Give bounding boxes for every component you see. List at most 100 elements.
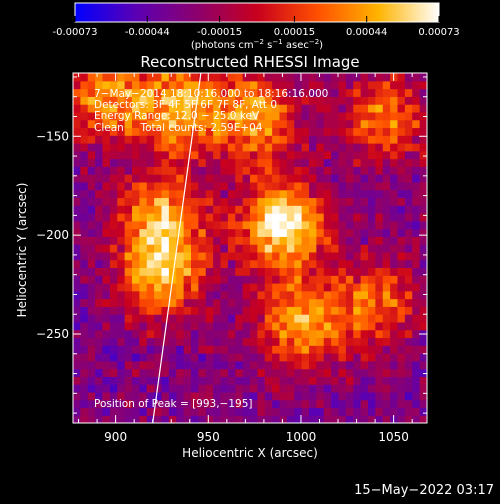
heatmap-pixel (412, 228, 421, 237)
heatmap-pixel (375, 391, 384, 401)
heatmap-pixel (397, 259, 406, 269)
heatmap-pixel (316, 127, 325, 136)
heatmap-pixel (301, 384, 310, 393)
heatmap-pixel (191, 290, 199, 300)
heatmap-pixel (220, 228, 229, 237)
heatmap-pixel (139, 104, 148, 113)
heatmap-pixel (80, 259, 89, 269)
heatmap-pixel (109, 384, 118, 393)
heatmap-pixel (345, 353, 354, 362)
heatmap-pixel (264, 306, 273, 315)
heatmap-pixel (382, 96, 391, 105)
heatmap-pixel (286, 259, 295, 269)
heatmap-pixel (338, 283, 347, 292)
heatmap-pixel (316, 290, 325, 300)
heatmap-pixel (176, 174, 185, 183)
heatmap-pixel (132, 345, 140, 354)
heatmap-pixel (286, 174, 295, 183)
heatmap-pixel (213, 399, 222, 409)
heatmap-pixel (368, 236, 376, 245)
heatmap-pixel (316, 251, 325, 261)
heatmap-pixel (309, 228, 317, 237)
heatmap-pixel (124, 399, 133, 409)
heatmap-pixel (353, 213, 362, 222)
heatmap-pixel (102, 104, 111, 113)
heatmap-pixel (264, 391, 273, 401)
heatmap-pixel (412, 368, 421, 377)
heatmap-pixel (316, 267, 325, 276)
heatmap-pixel (382, 329, 391, 339)
heatmap-pixel (264, 298, 273, 307)
heatmap-pixel (242, 143, 251, 152)
heatmap-pixel (404, 329, 413, 339)
heatmap-pixel (205, 251, 214, 261)
heatmap-pixel (198, 353, 207, 362)
heatmap-pixel (191, 220, 199, 230)
chart-title: Reconstructed RHESSI Image (140, 53, 359, 71)
heatmap-pixel (235, 158, 244, 167)
heatmap-pixel (412, 119, 421, 129)
heatmap-pixel (353, 353, 362, 362)
heatmap-pixel (323, 384, 332, 393)
heatmap-pixel (102, 158, 111, 167)
heatmap-pixel (191, 329, 199, 339)
heatmap-pixel (183, 415, 192, 423)
heatmap-pixel (286, 345, 295, 354)
heatmap-pixel (198, 236, 207, 245)
heatmap-pixel (146, 158, 155, 167)
heatmap-pixel (95, 73, 104, 82)
heatmap-pixel (87, 213, 96, 222)
heatmap-pixel (220, 174, 229, 183)
heatmap-pixel (294, 259, 303, 269)
heatmap-pixel (404, 119, 413, 129)
heatmap-pixel (382, 399, 391, 409)
heatmap-pixel (80, 213, 89, 222)
heatmap-pixel (183, 337, 192, 346)
heatmap-pixel (242, 236, 251, 245)
heatmap-pixel (286, 158, 295, 167)
annotation-peak-position: Position of Peak = [993,−195] (94, 398, 253, 410)
heatmap-pixel (87, 73, 96, 82)
heatmap-pixel (227, 111, 236, 121)
heatmap-pixel (213, 111, 222, 121)
heatmap-pixel (419, 306, 427, 315)
heatmap-pixel (198, 150, 207, 160)
heatmap-pixel (412, 189, 421, 199)
heatmap-pixel (117, 104, 126, 113)
heatmap-pixel (257, 80, 266, 90)
heatmap-pixel (286, 189, 295, 199)
heatmap-pixel (168, 321, 177, 331)
heatmap-pixel (264, 314, 273, 323)
heatmap-pixel (242, 96, 251, 105)
heatmap-pixel (353, 127, 362, 136)
heatmap-pixel (279, 73, 288, 82)
heatmap-pixel (353, 189, 362, 199)
heatmap-pixel (390, 88, 399, 97)
heatmap-pixel (257, 376, 266, 385)
heatmap-pixel (309, 368, 317, 377)
heatmap-pixel (338, 267, 347, 276)
heatmap-pixel (257, 197, 266, 206)
heatmap-pixel (316, 88, 325, 97)
heatmap-pixel (139, 368, 148, 377)
heatmap-pixel (73, 306, 81, 315)
heatmap-pixel (316, 111, 325, 121)
heatmap-pixel (87, 321, 96, 331)
heatmap-pixel (382, 150, 391, 160)
heatmap-pixel (412, 236, 421, 245)
heatmap-pixel (264, 143, 273, 152)
heatmap-pixel (161, 174, 170, 183)
heatmap-pixel (338, 384, 347, 393)
heatmap-pixel (124, 267, 133, 276)
heatmap-pixel (132, 104, 140, 113)
heatmap-pixel (323, 360, 332, 370)
heatmap-pixel (331, 220, 340, 230)
heatmap-pixel (102, 337, 111, 346)
heatmap-pixel (279, 104, 288, 113)
heatmap-pixel (353, 244, 362, 253)
heatmap-pixel (331, 259, 340, 269)
heatmap-pixel (345, 213, 354, 222)
heatmap-pixel (286, 376, 295, 385)
heatmap-pixel (80, 267, 89, 276)
heatmap-pixel (360, 376, 369, 385)
